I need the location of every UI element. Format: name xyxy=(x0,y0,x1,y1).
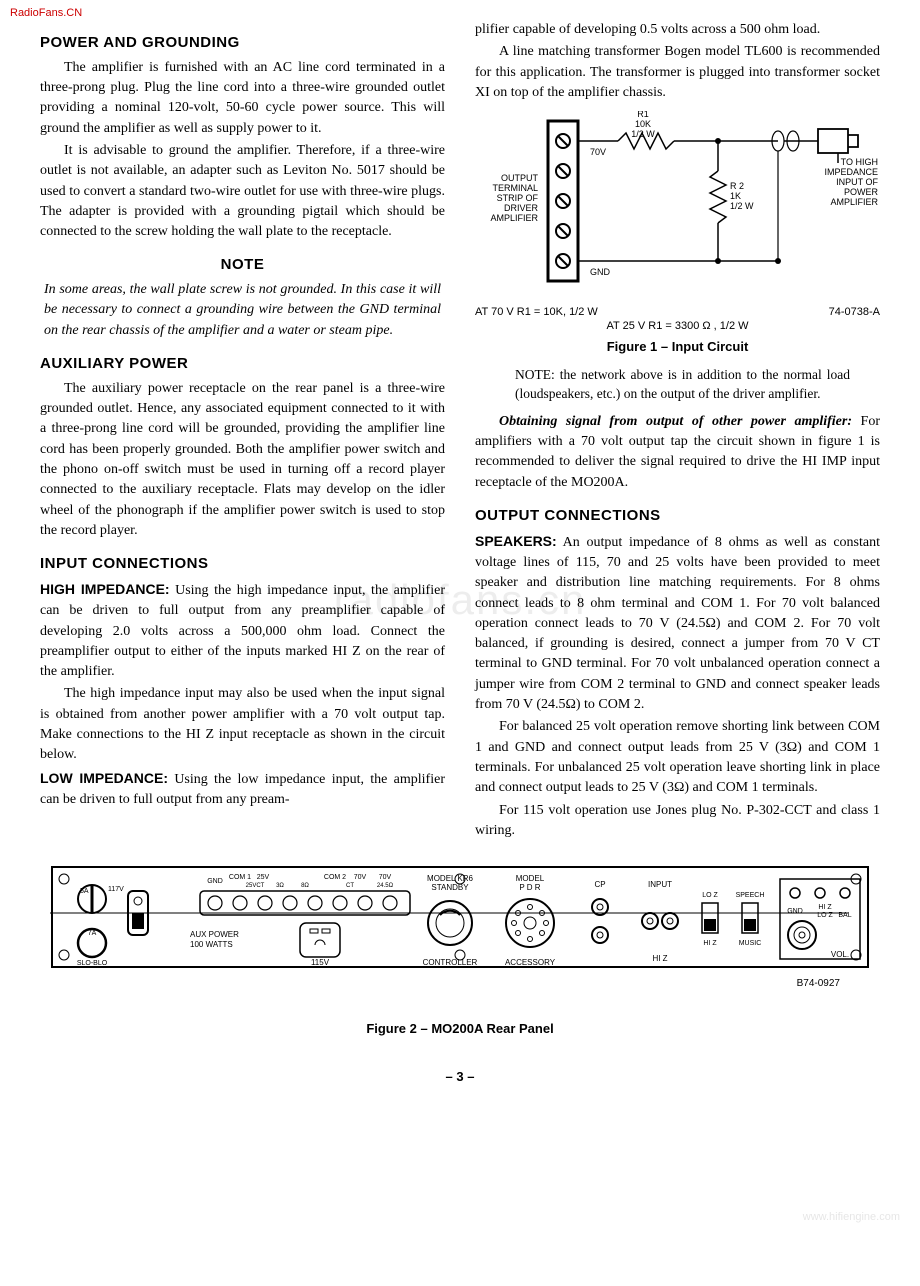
paragraph: A line matching transformer Bogen model … xyxy=(475,42,880,103)
svg-text:HI Z: HI Z xyxy=(818,904,832,911)
svg-text:VOL.: VOL. xyxy=(831,950,849,959)
svg-label: IMPEDANCE xyxy=(824,167,878,177)
svg-text:GND: GND xyxy=(207,878,223,885)
svg-label: AMPLIFIER xyxy=(490,213,538,223)
run-in-high-impedance: HIGH IMPEDANCE: xyxy=(40,581,170,597)
figure-1-input-circuit: OUTPUT TERMINAL STRIP OF DRIVER AMPLIFIE… xyxy=(475,111,880,356)
text: Using the high impedance input, the ampl… xyxy=(40,583,445,679)
note-body: In some areas, the wall plate screw is n… xyxy=(44,280,441,341)
svg-label: DRIVER xyxy=(503,203,538,213)
svg-text:3Ω: 3Ω xyxy=(276,883,284,889)
svg-label: STRIP OF xyxy=(496,193,538,203)
paragraph: Obtaining signal from output of other po… xyxy=(475,412,880,493)
paragraph: For 115 volt operation use Jones plug No… xyxy=(475,801,880,842)
svg-text:SPEECH: SPEECH xyxy=(736,892,765,899)
svg-label: AMPLIFIER xyxy=(830,197,878,207)
svg-label: 1K xyxy=(730,191,741,201)
svg-text:MODEL KR6: MODEL KR6 xyxy=(427,874,473,883)
paragraph: It is advisable to ground the amplifier.… xyxy=(40,141,445,242)
svg-text:ACCESSORY: ACCESSORY xyxy=(505,958,556,967)
svg-label: 10K xyxy=(634,119,650,129)
heading-input-connections: INPUT CONNECTIONS xyxy=(40,553,445,575)
svg-text:25VCT: 25VCT xyxy=(246,883,265,889)
paragraph: The amplifier is furnished with an AC li… xyxy=(40,58,445,139)
heading-power-grounding: POWER AND GROUNDING xyxy=(40,32,445,54)
figure-2-caption: Figure 2 – MO200A Rear Panel xyxy=(40,1020,880,1039)
svg-text:AUX POWER: AUX POWER xyxy=(190,930,239,939)
heading-aux-power: AUXILIARY POWER xyxy=(40,353,445,375)
svg-text:70V: 70V xyxy=(379,874,392,881)
left-column: POWER AND GROUNDING The amplifier is fur… xyxy=(40,20,445,843)
paragraph: plifier capable of developing 0.5 volts … xyxy=(475,20,880,40)
svg-label: 70V xyxy=(590,147,606,157)
panel-part-id: B74-0927 xyxy=(40,977,840,992)
heading-output-connections: OUTPUT CONNECTIONS xyxy=(475,505,880,527)
svg-label: R1 xyxy=(637,111,649,119)
svg-label: OUTPUT xyxy=(501,173,539,183)
svg-label: POWER xyxy=(843,187,877,197)
svg-text:SLO-BLO: SLO-BLO xyxy=(77,960,108,967)
paragraph: SPEAKERS: An output impedance of 8 ohms … xyxy=(475,531,880,716)
note-70v: AT 70 V R1 = 10K, 1/2 W xyxy=(475,305,598,319)
svg-text:LO Z: LO Z xyxy=(702,892,718,899)
paragraph: For balanced 25 volt operation remove sh… xyxy=(475,717,880,798)
right-column: plifier capable of developing 0.5 volts … xyxy=(475,20,880,843)
svg-text:P D R: P D R xyxy=(519,883,540,892)
svg-text:CONTROLLER: CONTROLLER xyxy=(423,958,478,967)
heading-note: NOTE xyxy=(40,254,445,276)
svg-text:CT: CT xyxy=(346,883,354,889)
svg-label: R 2 xyxy=(730,181,744,191)
figure-1-caption: Figure 1 – Input Circuit xyxy=(475,338,880,357)
svg-text:COM 2: COM 2 xyxy=(324,874,346,881)
svg-text:HI Z: HI Z xyxy=(703,940,717,947)
run-in-low-impedance: LOW IMPEDANCE: xyxy=(40,770,168,786)
text: An output impedance of 8 ohms as well as… xyxy=(475,535,880,712)
svg-text:INPUT: INPUT xyxy=(648,880,672,889)
watermark-bottom-right: www.hifiengine.com xyxy=(803,1210,900,1226)
paragraph: HIGH IMPEDANCE: Using the high impedance… xyxy=(40,579,445,682)
paragraph: The high impedance input may also be use… xyxy=(40,684,445,765)
svg-text:117V: 117V xyxy=(108,886,124,893)
two-column-layout: POWER AND GROUNDING The amplifier is fur… xyxy=(40,20,880,843)
svg-text:70V: 70V xyxy=(354,874,367,881)
svg-text:115V: 115V xyxy=(311,958,330,967)
svg-label: 1/2 W xyxy=(631,129,655,139)
run-in-obtaining-signal: Obtaining signal from output of other po… xyxy=(499,414,852,429)
figure-2-rear-panel: 5A 117V 7A SLO-BLO GND COM 1 25V 25VCT 3… xyxy=(40,865,880,1038)
svg-text:7A: 7A xyxy=(88,930,97,937)
note-25v: AT 25 V R1 = 3300 Ω , 1/2 W xyxy=(475,319,880,333)
paragraph: The auxiliary power receptacle on the re… xyxy=(40,379,445,541)
svg-text:24.5Ω: 24.5Ω xyxy=(377,883,394,889)
svg-label: TO HIGH xyxy=(840,157,877,167)
page-number: – 3 – xyxy=(40,1068,880,1087)
svg-text:MODEL: MODEL xyxy=(516,874,545,883)
svg-text:GND: GND xyxy=(787,908,803,915)
svg-label: INPUT OF xyxy=(836,177,878,187)
watermark-top-left: RadioFans.CN xyxy=(10,6,82,22)
svg-label: GND xyxy=(590,267,611,277)
svg-text:HI Z: HI Z xyxy=(652,954,667,963)
figure-1-notes: AT 70 V R1 = 10K, 1/2 W 74-0738-A AT 25 … xyxy=(475,305,880,334)
note-block: NOTE: the network above is in addition t… xyxy=(515,365,850,404)
svg-text:8Ω: 8Ω xyxy=(301,883,309,889)
svg-text:COM 1: COM 1 xyxy=(229,874,251,881)
paragraph: LOW IMPEDANCE: Using the low impedance i… xyxy=(40,768,445,811)
svg-label: TERMINAL xyxy=(492,183,538,193)
svg-text:CP: CP xyxy=(594,880,605,889)
part-id: 74-0738-A xyxy=(829,305,880,319)
svg-text:100 WATTS: 100 WATTS xyxy=(190,940,233,949)
svg-text:5A: 5A xyxy=(80,888,89,895)
svg-text:STANDBY: STANDBY xyxy=(431,883,469,892)
svg-text:MUSIC: MUSIC xyxy=(739,940,762,947)
svg-label: 1/2 W xyxy=(730,201,754,211)
run-in-speakers: SPEAKERS: xyxy=(475,533,557,549)
svg-text:25V: 25V xyxy=(257,874,270,881)
